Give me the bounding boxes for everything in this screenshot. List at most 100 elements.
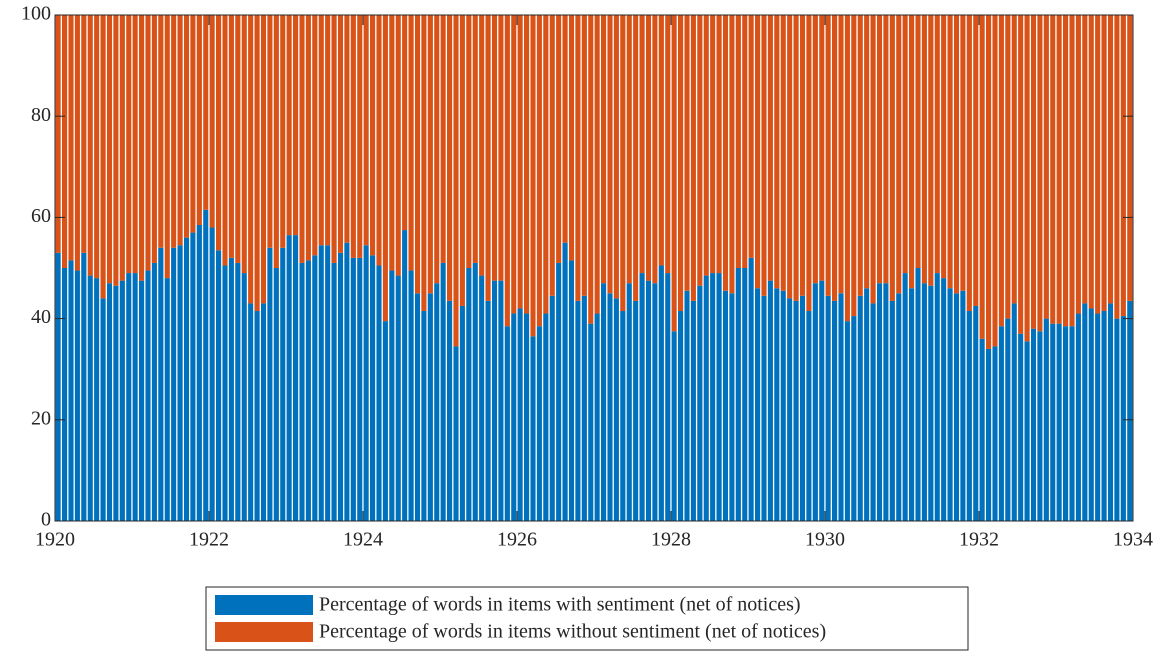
bar-segment bbox=[787, 298, 793, 521]
bar-segment bbox=[363, 15, 369, 246]
bar-segment bbox=[626, 15, 632, 284]
bar-segment bbox=[427, 15, 433, 294]
plot-frame bbox=[54, 14, 1134, 522]
bar-segment bbox=[665, 273, 671, 521]
bar-segment bbox=[870, 15, 876, 304]
bar-segment bbox=[594, 15, 600, 314]
bar-segment bbox=[325, 245, 331, 522]
bar-segment bbox=[215, 15, 222, 251]
bar-segment bbox=[331, 262, 337, 521]
bar-segment bbox=[1095, 15, 1101, 314]
bar-segment bbox=[908, 288, 915, 521]
bar-segment bbox=[1095, 313, 1101, 521]
y-tick-label: 0 bbox=[41, 509, 51, 531]
bar-segment bbox=[177, 15, 183, 246]
bar-segment bbox=[767, 280, 773, 521]
bar-segment bbox=[613, 298, 619, 521]
bar-segment bbox=[684, 290, 690, 521]
bar-segment bbox=[600, 15, 607, 284]
bar-segment bbox=[440, 15, 446, 263]
bar-segment bbox=[1024, 341, 1030, 521]
bar-segment bbox=[864, 15, 870, 289]
bar-segment bbox=[267, 15, 273, 248]
y-tick-label: 20 bbox=[31, 407, 51, 429]
bar-segment bbox=[998, 15, 1004, 327]
bar-segment bbox=[838, 15, 844, 294]
bar-segment bbox=[793, 300, 799, 521]
bar-segment bbox=[1088, 15, 1094, 309]
bar-segment bbox=[1018, 15, 1024, 334]
bar-segment bbox=[620, 15, 626, 312]
bar-segment bbox=[960, 15, 966, 291]
bar-segment bbox=[908, 15, 915, 289]
bar-segment bbox=[491, 280, 498, 521]
bar-segment bbox=[870, 303, 876, 521]
x-tick-label: 1930 bbox=[805, 529, 845, 551]
bar-segment bbox=[344, 15, 350, 243]
bar-segment bbox=[697, 15, 703, 286]
bar-segment bbox=[735, 268, 741, 521]
bar-segment bbox=[305, 260, 311, 521]
bar-segment bbox=[825, 295, 831, 521]
bar-segment bbox=[1011, 303, 1017, 521]
bar-segment bbox=[498, 15, 504, 281]
bar-segment bbox=[973, 15, 979, 306]
bar-segment bbox=[581, 295, 587, 521]
bar-segment bbox=[549, 15, 555, 296]
x-tick-label: 1922 bbox=[189, 529, 229, 551]
bar-segment bbox=[1005, 318, 1011, 521]
bar-segment bbox=[440, 262, 446, 521]
bar-segment bbox=[1024, 15, 1030, 342]
bar-segment bbox=[947, 288, 953, 521]
bar-segment bbox=[671, 15, 677, 332]
bar-segment bbox=[183, 15, 190, 238]
bar-segment bbox=[222, 15, 228, 266]
bar-segment bbox=[652, 283, 658, 521]
bar-segment bbox=[228, 257, 234, 521]
bar-segment bbox=[652, 15, 658, 284]
bar-segment bbox=[1037, 15, 1043, 332]
bar-segment bbox=[158, 15, 164, 248]
bar-segment bbox=[690, 15, 696, 301]
bar-segment bbox=[408, 270, 414, 521]
bar-segment bbox=[523, 313, 530, 521]
bar-segment bbox=[292, 15, 299, 236]
bar-segment bbox=[55, 15, 61, 253]
bar-segment bbox=[126, 15, 132, 274]
bar-segment bbox=[1062, 15, 1069, 327]
bar-segment bbox=[145, 15, 151, 271]
bar-segment bbox=[774, 15, 780, 289]
bar-segment bbox=[889, 300, 895, 521]
bar-segment bbox=[434, 283, 440, 521]
y-tick-label: 60 bbox=[31, 205, 51, 227]
bar-segment bbox=[1037, 331, 1043, 521]
bar-segment bbox=[831, 15, 838, 301]
bar-segment bbox=[1030, 15, 1037, 329]
bar-segment bbox=[1069, 326, 1075, 521]
bar-segment bbox=[235, 15, 241, 263]
bar-segment bbox=[876, 15, 883, 284]
bar-segment bbox=[748, 15, 754, 258]
bar-segment bbox=[844, 15, 850, 322]
bar-segment bbox=[1050, 323, 1056, 521]
bar-segment bbox=[106, 15, 113, 284]
bar-segment bbox=[434, 15, 440, 284]
bar-segment bbox=[876, 283, 883, 521]
bar-segment bbox=[1050, 15, 1056, 324]
bar-segment bbox=[1127, 300, 1133, 521]
x-tick-label: 1926 bbox=[497, 529, 537, 551]
bar-segment bbox=[414, 293, 421, 521]
bar-segment bbox=[81, 15, 87, 253]
bar-segment bbox=[1056, 15, 1062, 324]
bar-segment bbox=[196, 224, 202, 522]
bar-segment bbox=[132, 15, 138, 274]
bar-segment bbox=[273, 15, 279, 268]
bar-segment bbox=[915, 15, 921, 268]
bar-segment bbox=[459, 305, 465, 521]
legend-label: Percentage of words in items without sen… bbox=[319, 621, 826, 643]
bar-segment bbox=[427, 293, 433, 521]
bar-segment bbox=[844, 321, 850, 521]
bar-segment bbox=[254, 311, 260, 521]
bar-segment bbox=[562, 242, 568, 521]
bar-segment bbox=[729, 15, 735, 294]
